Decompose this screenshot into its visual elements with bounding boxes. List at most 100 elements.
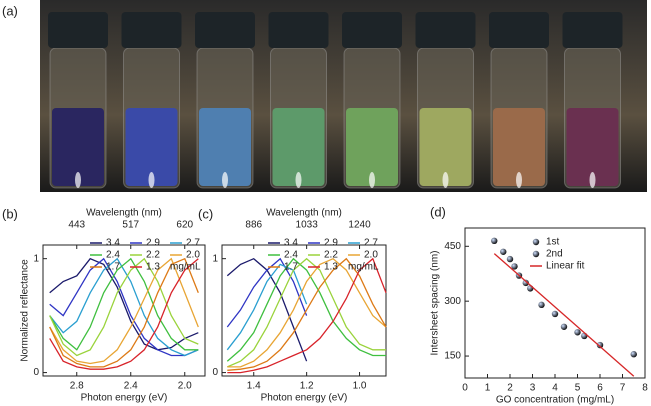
x2-tick-label: 517	[122, 220, 139, 231]
vial-shine	[589, 172, 596, 188]
scatter-point	[511, 263, 518, 270]
legend-label: Linear fit	[546, 261, 585, 272]
scatter-point	[574, 329, 581, 336]
vial-cap	[268, 12, 329, 48]
vial-cap	[121, 12, 182, 48]
vial-shine	[369, 172, 375, 188]
legend-label: 1.3	[146, 262, 160, 273]
vial-shine	[75, 172, 81, 188]
x-tick-label: 0	[462, 383, 468, 394]
scatter-point	[500, 248, 507, 255]
scatter-point	[527, 285, 534, 292]
y-tick-label: 300	[444, 296, 461, 307]
y-tick-label: 450	[444, 241, 461, 252]
x-tick-label: 6	[597, 383, 603, 394]
x-tick-label: 8	[642, 383, 648, 394]
x-axis-label: GO concentration (mg/mL)	[496, 395, 614, 406]
x2-tick-label: 1240	[348, 220, 371, 231]
legend-label: 3.4	[284, 238, 298, 249]
plot-frame	[42, 244, 206, 377]
legend-label: 1.7	[106, 262, 120, 273]
legend-label: 1.3	[324, 262, 338, 273]
x2-tick-label: 620	[176, 220, 193, 231]
vial-liquid	[52, 108, 104, 186]
vial-liquid	[566, 108, 619, 186]
y-tick-label: 1	[33, 253, 39, 264]
series-line	[49, 257, 199, 351]
x-tick-label: 1.4	[247, 381, 261, 392]
series-line	[227, 257, 386, 368]
vial-cap	[489, 12, 549, 48]
series-line	[49, 257, 199, 357]
legend-swatch	[532, 238, 540, 246]
panel-label: (d)	[430, 204, 446, 219]
x-tick-label: 2.4	[124, 381, 138, 392]
series-line	[226, 257, 308, 328]
y-tick-label: 150	[444, 351, 461, 362]
scatter-point	[560, 323, 568, 330]
series-line	[49, 258, 199, 370]
vial-liquid	[493, 108, 545, 186]
series-line	[227, 257, 387, 374]
x2-tick-label: 443	[68, 220, 85, 231]
legend-label: 2.7	[186, 238, 200, 249]
vial-cap	[195, 12, 255, 48]
scatter-point	[491, 237, 498, 245]
y-tick-label: 1	[212, 253, 218, 264]
vial-cap	[415, 12, 476, 48]
legend-label: 2.7	[364, 238, 378, 249]
vial-cap	[342, 12, 402, 48]
legend-label: 1.7	[284, 262, 298, 273]
y-tick-label: 0	[212, 367, 218, 378]
legend-label: 2.9	[146, 238, 160, 249]
y-tick-label: 0	[33, 367, 39, 378]
legend-label: 3.4	[106, 238, 120, 249]
scatter-point	[551, 310, 559, 318]
y-axis-label: Normalized reflectance	[20, 259, 31, 362]
series-line	[227, 257, 387, 368]
series-line	[226, 257, 386, 362]
series-line	[49, 257, 199, 351]
legend-label: 2nd	[546, 249, 563, 260]
legend-label: 2.0	[364, 250, 378, 261]
vial-shine	[295, 172, 302, 188]
series-line	[49, 257, 199, 357]
panel-label: (b)	[2, 206, 18, 221]
series-line	[493, 253, 635, 377]
vial-liquid	[346, 108, 398, 186]
legend-label: 1st	[546, 237, 560, 248]
panel-label: (a)	[2, 3, 18, 18]
x-tick-label: 1.0	[353, 381, 367, 392]
x-axis-label: Photon energy (eV)	[81, 393, 168, 404]
series-line	[49, 257, 199, 368]
x-tick-label: 3	[530, 383, 536, 394]
x-tick-label: 5	[575, 383, 581, 394]
x-tick-label: 2	[507, 383, 513, 394]
x-tick-label: 4	[552, 383, 558, 394]
plot-frame	[221, 244, 387, 377]
series-line	[49, 257, 199, 357]
legend-swatch	[532, 250, 540, 258]
scatter-point	[596, 341, 604, 349]
x-tick-label: 1	[485, 383, 491, 394]
legend-label: 2.4	[284, 250, 298, 261]
legend-unit: mg/mL	[348, 262, 379, 273]
vial-cap	[562, 12, 623, 48]
vial-shine	[148, 172, 155, 188]
vial-liquid	[272, 108, 325, 186]
legend-label: 2.4	[106, 250, 120, 261]
vial-shine	[222, 172, 228, 188]
vial-shine	[442, 172, 449, 188]
legend-label: 2.2	[146, 250, 160, 261]
legend-label: 2.2	[324, 250, 338, 261]
x-tick-label: 7	[620, 383, 626, 394]
y-axis-label: Intersheet spacing (nm)	[430, 250, 441, 355]
scatter-point	[630, 351, 637, 358]
vial-liquid	[199, 108, 251, 186]
x2-axis-label: Wavelength (nm)	[266, 208, 342, 219]
legend-label: 2.9	[324, 238, 338, 249]
x2-axis-label: Wavelength (nm)	[86, 208, 162, 219]
series-line	[227, 257, 387, 371]
